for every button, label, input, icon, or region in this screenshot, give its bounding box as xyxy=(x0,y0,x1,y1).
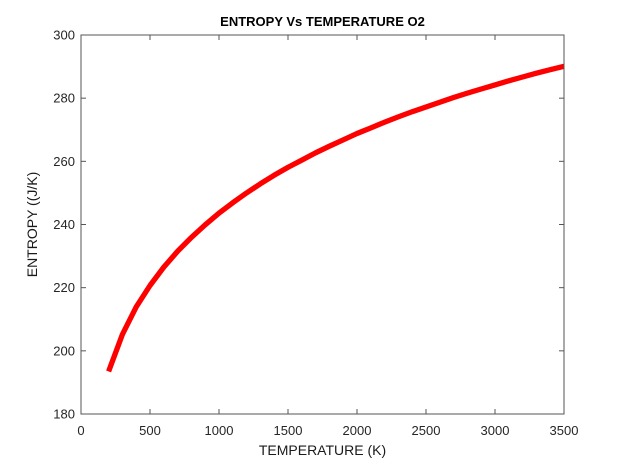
y-tick-label: 280 xyxy=(53,91,75,106)
series-line-o2-entropy-curve xyxy=(106,63,565,373)
x-tick-label: 2500 xyxy=(412,423,441,438)
plot-box xyxy=(80,34,565,415)
y-tick-label: 200 xyxy=(53,343,75,358)
x-tick-label: 2000 xyxy=(343,423,372,438)
x-tick-label: 500 xyxy=(139,423,161,438)
chart-title: ENTROPY Vs TEMPERATURE O2 xyxy=(220,14,425,29)
y-tick-label: 220 xyxy=(53,280,75,295)
y-axis-label: ENTROPY ((J/K) xyxy=(24,172,40,278)
plot-area: 0 500 1000 1500 2000 2500 3000 3500 180 200 220 240… xyxy=(53,28,578,439)
x-axis-label: TEMPERATURE (K) xyxy=(259,442,386,458)
y-tick-label: 240 xyxy=(53,217,75,232)
x-tick-label: 1500 xyxy=(274,423,303,438)
x-tick-label: 1000 xyxy=(205,423,234,438)
y-tick-label: 180 xyxy=(53,407,75,422)
x-tick-label: 3500 xyxy=(550,423,579,438)
y-tick-label: 260 xyxy=(53,154,75,169)
x-tick-label: 3000 xyxy=(481,423,510,438)
y-tick-label: 300 xyxy=(53,28,75,43)
x-tick-label: 0 xyxy=(77,423,84,438)
